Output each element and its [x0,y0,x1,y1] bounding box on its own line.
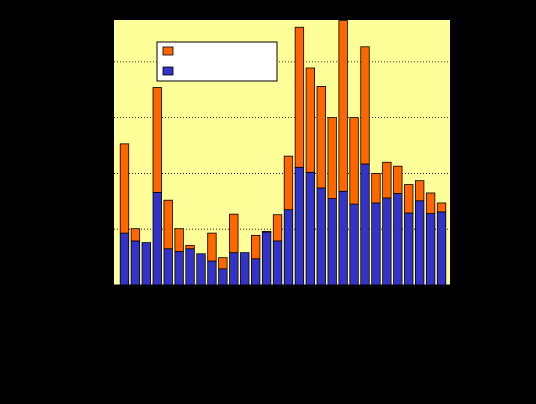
bar-series-1-7 [185,248,195,286]
bar-series-1-12 [240,252,250,286]
bar-series-1-16 [283,209,294,286]
bar-series-2-7 [185,244,195,250]
bar-series-1-17 [294,166,305,286]
bar-series-1-26 [393,193,403,286]
bar-series-1-23 [360,163,370,286]
bar-series-2-21 [338,20,348,192]
bar-series-1-21 [338,190,348,286]
bar-series-2-26 [393,165,403,194]
legend-box [156,41,278,82]
bar-series-1-14 [261,231,272,286]
bar-series-2-28 [414,180,425,202]
legend [156,41,278,82]
bar-series-2-2 [130,228,141,242]
legend-swatch-series-2 [162,46,174,56]
bar-series-2-29 [425,192,436,214]
bar-series-2-6 [174,228,184,252]
bar-series-2-23 [360,46,370,165]
legend-swatch-series-1 [162,66,174,76]
bar-series-1-2 [130,240,141,286]
bar-series-2-30 [436,202,447,213]
bar-series-1-9 [207,260,217,286]
bar-series-2-5 [163,199,173,250]
bar-series-2-24 [371,173,381,204]
bar-series-2-18 [305,67,316,173]
bar-series-2-19 [316,85,326,189]
bar-series-2-13 [250,234,261,260]
bar-series-1-25 [382,197,392,286]
bar-series-1-29 [425,213,436,286]
bar-series-2-9 [207,232,217,262]
bar-series-2-25 [382,161,392,199]
bar-series-1-6 [174,251,184,286]
bar-series-2-1 [119,143,130,234]
bar-series-2-16 [283,155,294,211]
bar-series-1-20 [327,198,337,286]
bar-series-1-18 [305,171,316,286]
bar-series-1-30 [436,211,447,286]
bar-series-1-4 [152,191,162,286]
bar-series-1-22 [349,203,359,286]
bar-series-1-24 [371,202,381,286]
bar-series-2-15 [272,214,283,242]
bars [119,20,447,286]
bar-series-2-11 [229,213,239,254]
bar-series-2-10 [218,257,228,270]
bar-series-1-1 [119,232,130,286]
bar-series-2-17 [294,26,305,168]
bar-series-2-20 [327,117,337,199]
bar-series-1-28 [414,200,425,286]
bar-series-1-15 [272,240,283,286]
bar-series-2-4 [152,87,162,193]
bar-series-2-27 [404,184,414,214]
bar-series-1-11 [229,252,239,286]
bar-series-1-27 [404,212,414,286]
bar-series-1-10 [218,268,228,286]
bar-series-1-5 [163,248,173,286]
bar-series-1-13 [250,258,261,286]
bar-series-1-3 [141,242,152,286]
bar-series-1-19 [316,187,326,286]
bar-series-1-8 [196,253,206,286]
bar-series-2-14 [261,231,272,233]
bar-series-2-22 [349,117,359,205]
